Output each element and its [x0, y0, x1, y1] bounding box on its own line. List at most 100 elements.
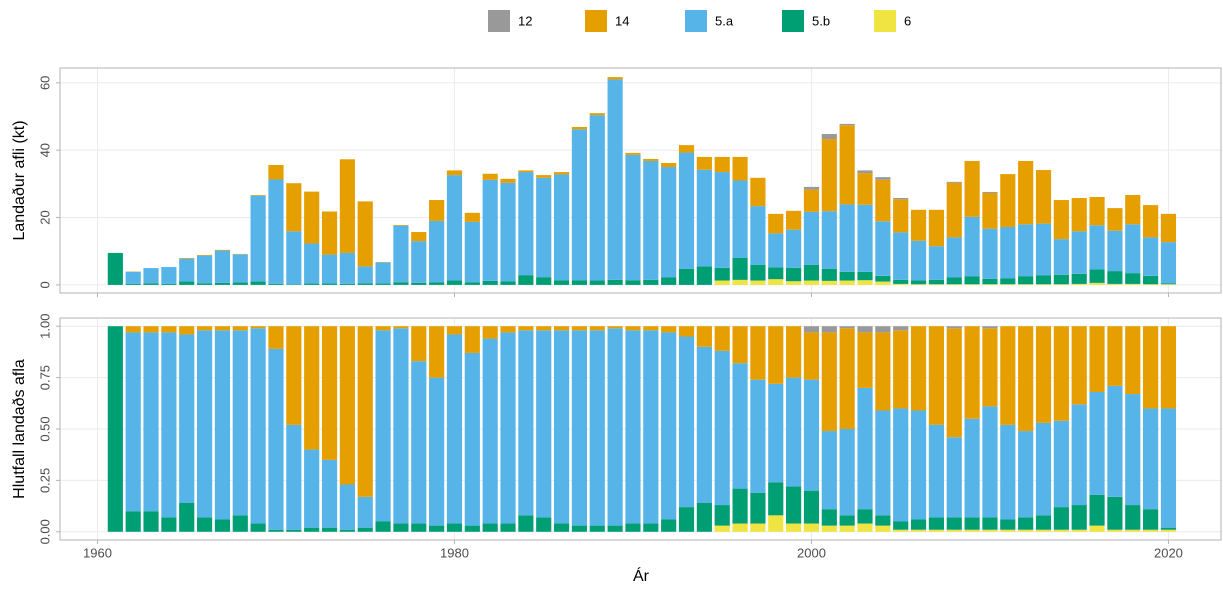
bar-segment: [215, 283, 230, 285]
bar-segment: [679, 269, 694, 285]
bar-segment: [554, 280, 569, 285]
bar-segment: [286, 284, 301, 285]
bar-segment: [750, 281, 765, 285]
bar-segment: [982, 406, 997, 517]
bar-segment: [1072, 198, 1087, 231]
bar-segment: [340, 253, 355, 284]
bar-segment: [929, 326, 944, 425]
bar-segment: [1036, 326, 1051, 423]
bar-segment: [893, 284, 908, 285]
bar-segment: [465, 526, 480, 532]
bar-segment: [161, 517, 176, 531]
bar-segment: [1054, 421, 1069, 507]
bar-segment: [608, 326, 623, 328]
bar-segment: [126, 284, 141, 285]
bar-segment: [982, 326, 997, 328]
bar-segment: [1143, 237, 1158, 275]
bar-segment: [804, 187, 819, 190]
bar-segment: [1054, 275, 1069, 284]
bar-segment: [947, 326, 962, 328]
bar-segment: [393, 225, 408, 226]
legend-label: 5.a: [715, 13, 734, 28]
bar-segment: [126, 272, 141, 284]
bar-segment: [911, 284, 926, 285]
legend-swatch: [685, 10, 707, 32]
bar-segment: [161, 326, 176, 332]
bar-segment: [822, 332, 837, 431]
bar-segment: [804, 380, 819, 491]
bar-segment: [750, 380, 765, 493]
bar-segment: [697, 170, 712, 267]
bar-segment: [1107, 208, 1122, 231]
bar-segment: [929, 284, 944, 285]
bar-segment: [857, 388, 872, 509]
bar-segment: [375, 330, 390, 521]
bar-segment: [1107, 530, 1122, 532]
bar-segment: [822, 326, 837, 332]
bar-segment: [1054, 530, 1069, 532]
bar-segment: [251, 196, 266, 282]
bar-segment: [1089, 326, 1104, 392]
bar-segment: [911, 519, 926, 529]
bar-segment: [982, 279, 997, 284]
bar-segment: [857, 524, 872, 532]
bar-segment: [358, 326, 373, 497]
bar-segment: [1143, 509, 1158, 530]
bar-segment: [179, 503, 194, 532]
x-tick-label: 2000: [797, 545, 826, 560]
legend-label: 12: [518, 13, 532, 28]
bar-segment: [625, 330, 640, 523]
bar-segment: [857, 272, 872, 280]
bar-segment: [126, 511, 141, 532]
bar-segment: [500, 179, 515, 183]
y-tick-label: 0.25: [37, 468, 52, 493]
bar-segment: [322, 528, 337, 532]
bar-segment: [179, 258, 194, 259]
bar-segment: [251, 328, 266, 523]
bar-segment: [411, 283, 426, 285]
bar-segment: [554, 326, 569, 330]
bar-segment: [1089, 225, 1104, 269]
bar-segment: [1161, 408, 1176, 527]
bar-segment: [465, 213, 480, 222]
bar-segment: [1036, 423, 1051, 516]
bar-segment: [929, 530, 944, 532]
bar-segment: [393, 282, 408, 285]
bar-segment: [643, 159, 658, 161]
bar-segment: [875, 411, 890, 516]
bar-segment: [1018, 530, 1033, 532]
bar-segment: [1072, 231, 1087, 273]
bar-segment: [768, 267, 783, 279]
bar-segment: [893, 326, 908, 330]
bar-segment: [822, 526, 837, 532]
bar-segment: [1018, 276, 1033, 284]
bar-segment: [1161, 214, 1176, 242]
bar-segment: [625, 326, 640, 330]
bar-segment: [572, 330, 587, 525]
bar-segment: [822, 269, 837, 281]
bar-segment: [715, 505, 730, 526]
bar-segment: [1054, 284, 1069, 285]
bar-segment: [893, 408, 908, 521]
bar-segment: [965, 161, 980, 217]
bar-segment: [1125, 505, 1140, 530]
bar-segment: [590, 326, 605, 330]
bar-segment: [875, 526, 890, 532]
bar-segment: [982, 192, 997, 193]
bar-segment: [465, 282, 480, 285]
bar-segment: [804, 265, 819, 281]
bar-segment: [857, 326, 872, 332]
bar-segment: [1018, 326, 1033, 431]
bar-segment: [1161, 530, 1176, 532]
bar-segment: [911, 210, 926, 241]
bar-segment: [1161, 242, 1176, 283]
bar-segment: [554, 524, 569, 532]
bar-segment: [1161, 284, 1176, 285]
bar-segment: [500, 332, 515, 523]
legend-swatch: [585, 10, 607, 32]
bar-segment: [786, 268, 801, 281]
bar-segment: [697, 326, 712, 347]
bar-segment: [750, 493, 765, 524]
bar-segment: [161, 332, 176, 517]
bar-segment: [1125, 195, 1140, 224]
